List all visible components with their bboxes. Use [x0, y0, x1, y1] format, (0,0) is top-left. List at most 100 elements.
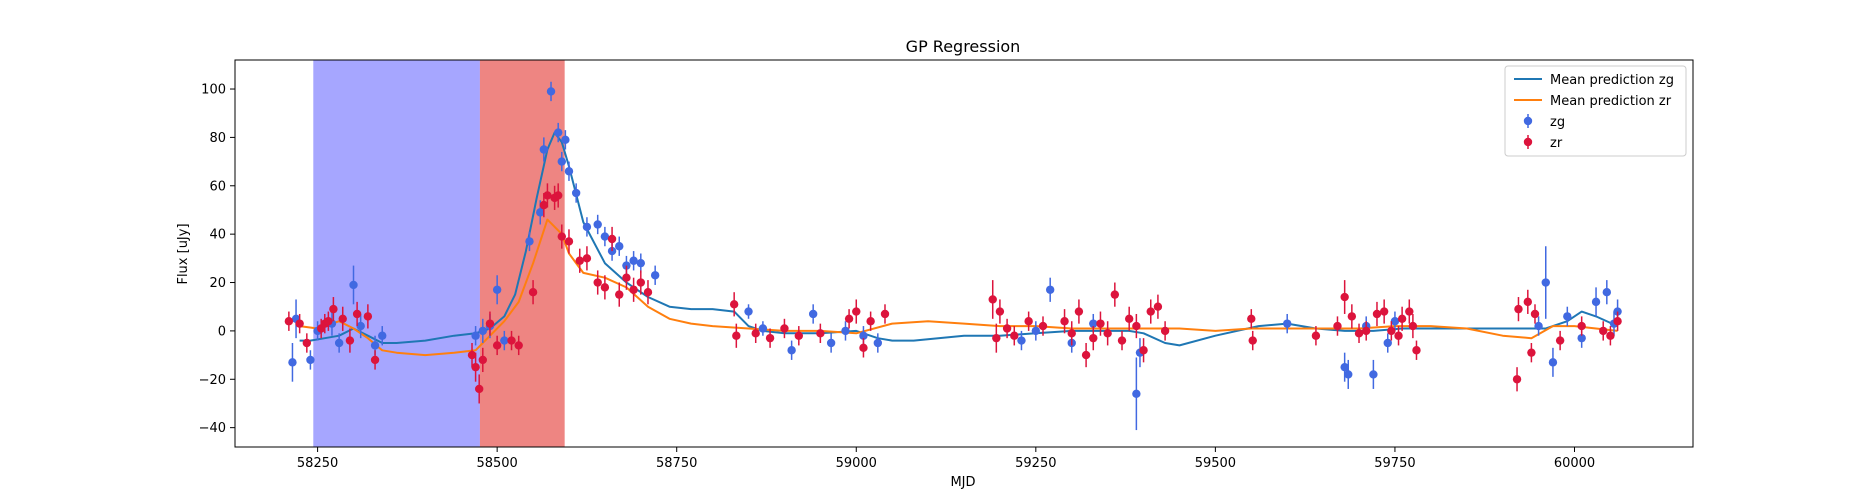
- plot-frame: [234, 59, 1694, 448]
- marker: [1038, 321, 1048, 331]
- point-zr: [1124, 306, 1134, 331]
- point-zg: [615, 236, 624, 256]
- point-zr: [643, 280, 653, 305]
- point-zg: [557, 151, 566, 172]
- marker: [650, 271, 660, 280]
- point-zg: [306, 350, 315, 370]
- marker: [1563, 312, 1572, 321]
- x-tick-label: 59000: [836, 456, 877, 471]
- legend-marker-swatch: [1523, 116, 1533, 126]
- marker: [329, 304, 338, 314]
- point-zg: [1132, 357, 1141, 431]
- point-zr: [507, 330, 516, 351]
- marker: [1002, 324, 1012, 333]
- marker: [564, 167, 574, 176]
- point-zr: [988, 280, 997, 319]
- y-axis-ticks: −40 −20 0 20 40 60 80 100: [199, 83, 235, 436]
- marker: [615, 242, 624, 251]
- legend: Mean prediction zg Mean prediction zr zg zr: [1504, 65, 1687, 157]
- point-zg: [1390, 311, 1400, 331]
- point-zg: [593, 214, 602, 235]
- marker: [1354, 329, 1364, 338]
- marker: [859, 343, 868, 353]
- point-zr: [1146, 299, 1155, 324]
- point-zr: [1599, 321, 1608, 341]
- point-zr: [1555, 330, 1565, 351]
- point-zr: [1394, 326, 1403, 346]
- point-zr: [1347, 304, 1357, 329]
- point-zr: [1089, 326, 1098, 351]
- legend-label: Mean prediction zg: [1550, 73, 1674, 88]
- point-zr: [1247, 309, 1256, 329]
- point-zr: [1117, 330, 1127, 351]
- point-zg: [873, 333, 883, 353]
- x-tick-label: 59250: [1015, 456, 1056, 471]
- point-zg: [1031, 321, 1041, 341]
- marker: [1031, 326, 1041, 336]
- point-zr: [1408, 313, 1418, 339]
- point-zg: [288, 342, 297, 382]
- marker: [1089, 333, 1098, 343]
- point-zg: [378, 326, 387, 346]
- point-zg: [650, 265, 660, 285]
- y-tick-label: 0: [218, 324, 226, 339]
- point-zr: [607, 226, 617, 252]
- marker: [1096, 319, 1105, 328]
- marker: [758, 324, 768, 333]
- point-zg: [1369, 359, 1378, 389]
- marker: [751, 329, 760, 338]
- point-zr: [352, 301, 362, 327]
- point-zr: [1081, 342, 1091, 368]
- marker: [1613, 317, 1622, 326]
- marker: [732, 331, 741, 340]
- marker: [1089, 319, 1098, 328]
- point-zr: [485, 311, 495, 336]
- point-zr: [338, 306, 347, 331]
- marker: [1103, 329, 1112, 338]
- point-zr: [1311, 326, 1321, 346]
- point-zg: [636, 253, 645, 273]
- marker: [492, 341, 502, 350]
- marker: [1527, 348, 1536, 357]
- red-span: [479, 60, 565, 447]
- point-zr: [1002, 318, 1012, 339]
- point-zr: [636, 270, 645, 295]
- marker: [356, 321, 365, 331]
- point-zg: [1563, 306, 1572, 327]
- point-zr: [554, 183, 563, 208]
- marker: [1074, 307, 1084, 316]
- point-zr: [1412, 340, 1421, 360]
- point-zr: [1372, 301, 1382, 327]
- marker: [1577, 321, 1586, 331]
- legend-label: Mean prediction zr: [1550, 94, 1672, 109]
- point-zr: [1060, 309, 1069, 334]
- point-zg: [356, 313, 365, 339]
- legend-item: zg: [1523, 114, 1565, 130]
- point-zg: [564, 161, 574, 181]
- point-zg: [1283, 313, 1292, 334]
- point-zr: [557, 224, 566, 249]
- marker: [370, 341, 380, 350]
- marker: [528, 288, 538, 297]
- marker: [593, 220, 602, 229]
- point-zg: [546, 81, 556, 102]
- marker: [1372, 309, 1382, 319]
- x-tick-label: 59750: [1374, 456, 1415, 471]
- point-zg: [492, 275, 502, 305]
- marker: [349, 280, 358, 290]
- point-zg: [500, 330, 509, 351]
- point-zr: [370, 350, 380, 370]
- marker: [1132, 321, 1141, 331]
- marker: [1247, 314, 1256, 324]
- point-zg: [787, 340, 796, 360]
- point-zg: [471, 326, 480, 346]
- point-zr: [816, 323, 825, 343]
- marker: [787, 346, 796, 355]
- marker: [370, 355, 380, 365]
- point-zr: [345, 328, 355, 353]
- y-axis-label: Flux [uJy]: [176, 223, 191, 284]
- point-zg: [629, 251, 638, 271]
- marker: [1340, 292, 1349, 302]
- marker: [1146, 307, 1155, 316]
- point-zg: [1591, 287, 1601, 317]
